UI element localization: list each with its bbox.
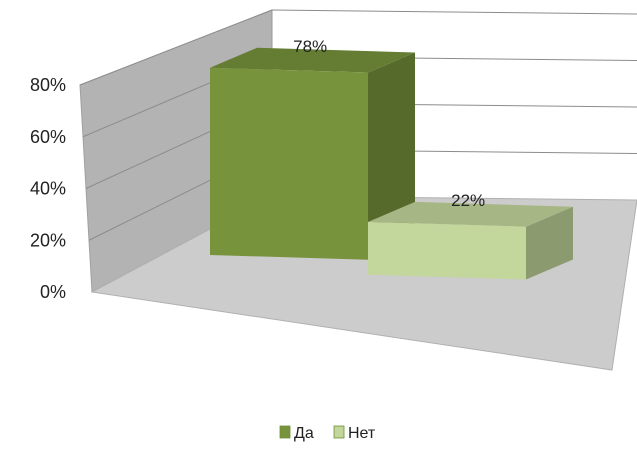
bar-side-2	[526, 206, 573, 280]
gridline-back	[271, 9, 637, 15]
legend-label: Да	[294, 425, 314, 442]
bar-front-2	[368, 221, 526, 280]
data-label: 78%	[293, 37, 327, 56]
y-tick-label: 40%	[30, 179, 66, 199]
data-labels: 78% 22%	[293, 37, 485, 210]
bar-top-2	[368, 201, 573, 227]
y-tick-label: 0%	[40, 282, 66, 302]
legend: Да Нет	[279, 425, 376, 442]
legend-label: Нет	[348, 425, 376, 442]
y-tick-label: 60%	[30, 127, 66, 147]
gridline-left	[79, 9, 273, 86]
y-tick-label: 20%	[30, 230, 66, 250]
bars	[210, 47, 573, 280]
legend-swatch	[333, 425, 345, 439]
legend-swatch	[279, 425, 291, 439]
bar-top-1	[210, 47, 415, 73]
y-tick-label: 80%	[30, 75, 66, 95]
bar-front-1	[210, 67, 368, 260]
data-label: 22%	[451, 191, 485, 210]
y-axis-ticks: 0% 20% 40% 60% 80%	[30, 75, 66, 302]
